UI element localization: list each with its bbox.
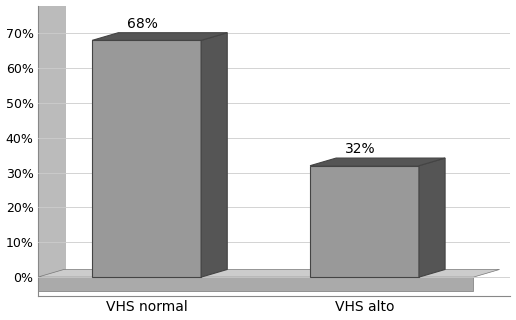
Polygon shape [38, 5, 66, 277]
Polygon shape [38, 5, 473, 277]
Text: 68%: 68% [127, 17, 158, 31]
Polygon shape [419, 158, 445, 277]
Polygon shape [310, 158, 445, 166]
Polygon shape [92, 33, 227, 40]
Bar [310, 166, 419, 277]
Polygon shape [201, 33, 227, 277]
Bar [38, 277, 473, 291]
Text: 32%: 32% [345, 142, 376, 156]
Bar [92, 40, 201, 277]
Polygon shape [38, 269, 499, 277]
